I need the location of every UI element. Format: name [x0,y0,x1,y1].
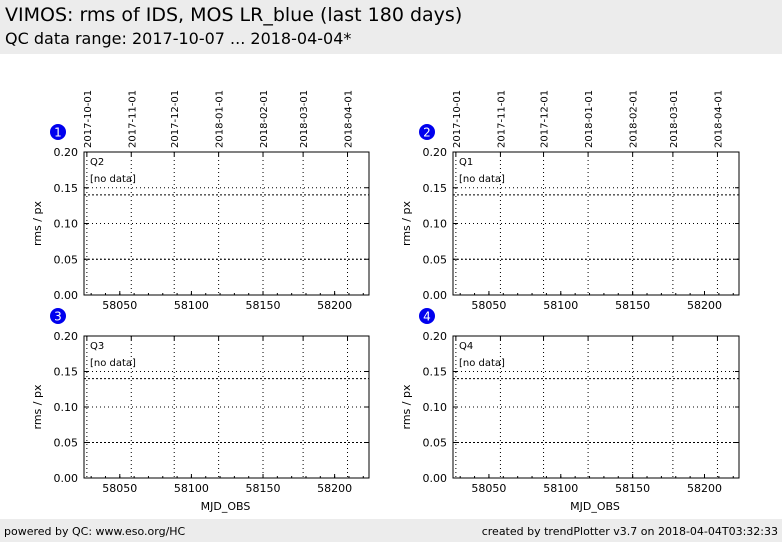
x-axis-label: MJD_OBS [570,500,620,513]
x-tick-label: 58050 [102,482,137,495]
plot-frame [83,335,370,479]
panel-number-label: 3 [54,310,62,324]
y-axis-label: rms / px [400,384,413,429]
y-tick-label: 0.20 [423,330,448,343]
y-tick-label: 0.15 [54,366,79,379]
footer-bar: powered by QC: www.eso.org/HC created by… [0,519,782,542]
date-tick-label: 2018-01-01 [215,90,226,148]
footer-generator: created by trendPlotter v3.7 on 2018-04-… [481,525,778,538]
x-tick-label: 58150 [615,482,650,495]
x-tick-label: 58100 [543,482,578,495]
y-tick-label: 0.10 [54,401,79,414]
panel-number-label: 4 [423,310,431,324]
panel-number-label: 1 [54,126,62,140]
x-tick-label: 58150 [246,299,281,312]
date-tick-label: 2017-10-01 [83,90,94,148]
y-axis-label: rms / px [31,201,44,246]
y-tick-label: 0.00 [54,289,79,302]
date-tick-label: 2018-03-01 [299,90,310,148]
chart-panel-3: 0.00 0.05 0.10 0.15 0.20 58050 58100 58150 58200… [31,308,370,513]
x-tick-label: 58150 [615,299,650,312]
no-data-label: [no data] [459,174,505,185]
plots-area: 2017-10-01 2017-11-01 2017-12-01 2018-01-01… [31,90,740,513]
y-tick-label: 0.05 [54,253,79,266]
quadrant-label: Q4 [459,341,473,352]
date-tick-label: 2018-02-01 [629,90,640,148]
x-tick-label: 58100 [543,299,578,312]
date-tick-label: 2018-02-01 [259,90,270,148]
x-tick-label: 58050 [471,299,506,312]
quadrant-label: Q1 [459,157,473,168]
date-tick-label: 2017-11-01 [496,90,507,148]
y-tick-label: 0.05 [423,253,448,266]
quadrant-label: Q3 [90,341,104,352]
x-tick-label: 58200 [687,482,722,495]
y-tick-label: 0.10 [423,401,448,414]
y-tick-label: 0.20 [54,146,79,159]
footer-credit: powered by QC: www.eso.org/HC [4,525,186,538]
plot-frame [452,151,740,296]
x-tick-label: 58150 [246,482,281,495]
date-tick-label: 2018-01-01 [584,90,595,148]
x-tick-label: 58200 [687,299,722,312]
panel-number-badge [419,124,435,140]
no-data-label: [no data] [459,358,505,369]
date-tick-label: 2018-04-01 [344,90,355,148]
y-axis-label: rms / px [31,384,44,429]
y-tick-label: 0.00 [423,289,448,302]
x-tick-label: 58100 [174,482,209,495]
y-axis-label: rms / px [400,201,413,246]
x-tick-label: 58200 [317,482,352,495]
no-data-label: [no data] [90,358,136,369]
y-tick-label: 0.15 [423,182,448,195]
y-tick-label: 0.10 [54,218,79,231]
y-tick-label: 0.05 [423,437,448,450]
panel-number-label: 2 [423,126,431,140]
header-bar: VIMOS: rms of IDS, MOS LR_blue (last 180… [0,0,782,54]
chart-panel-4: 0.00 0.05 0.10 0.15 0.20 58050 58100 58150 58200… [400,308,740,513]
date-tick-label: 2018-03-01 [669,90,680,148]
page-subtitle: QC data range: 2017-10-07 ... 2018-04-04… [5,29,352,48]
x-tick-label: 58050 [471,482,506,495]
y-tick-label: 0.10 [423,218,448,231]
x-tick-label: 58200 [317,299,352,312]
chart-panel-2: 2017-10-01 2017-11-01 2017-12-01 2018-01-01… [400,90,740,312]
y-tick-label: 0.00 [423,472,448,485]
date-tick-label: 2017-12-01 [540,90,551,148]
panel-number-badge [50,124,66,140]
panel-number-badge [50,308,66,324]
y-tick-label: 0.05 [54,437,79,450]
y-tick-label: 0.20 [54,330,79,343]
date-tick-label: 2017-12-01 [170,90,181,148]
y-tick-label: 0.15 [423,366,448,379]
chart-panel-1: 2017-10-01 2017-11-01 2017-12-01 2018-01-01… [31,90,370,312]
plot-frame [452,335,740,479]
quadrant-label: Q2 [90,157,104,168]
y-tick-label: 0.15 [54,182,79,195]
plot-frame [83,151,370,296]
date-tick-label: 2017-10-01 [452,90,463,148]
y-tick-label: 0.20 [423,146,448,159]
x-tick-label: 58100 [174,299,209,312]
panel-number-badge [419,308,435,324]
page-title: VIMOS: rms of IDS, MOS LR_blue (last 180… [5,4,463,26]
date-tick-label: 2017-11-01 [127,90,138,148]
x-axis-label: MJD_OBS [201,500,251,513]
x-tick-label: 58050 [102,299,137,312]
y-tick-label: 0.00 [54,472,79,485]
date-tick-label: 2018-04-01 [713,90,724,148]
no-data-label: [no data] [90,174,136,185]
